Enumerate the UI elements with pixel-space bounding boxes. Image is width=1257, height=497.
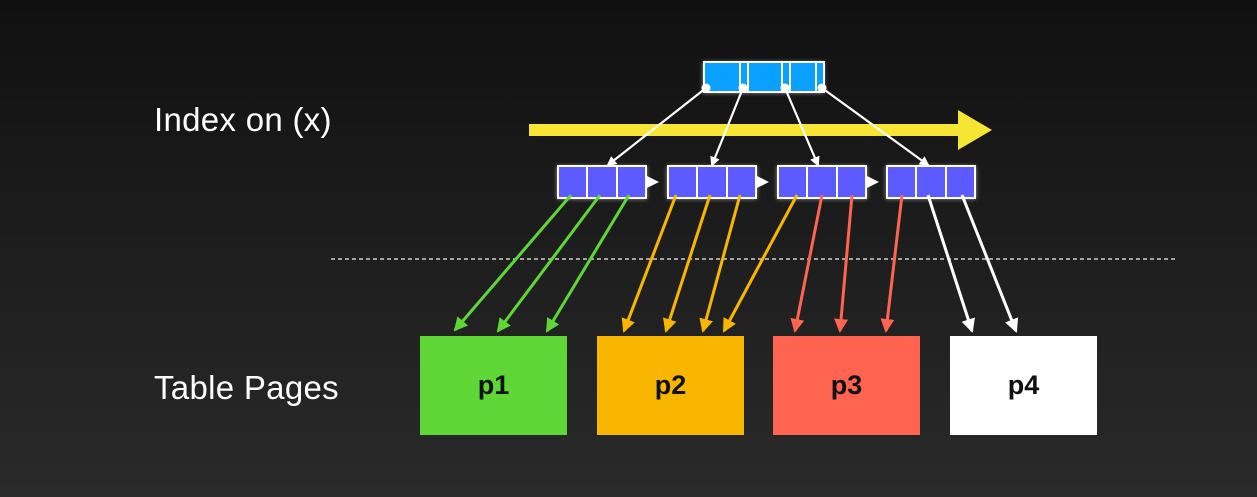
leaf-node-2: [667, 165, 757, 199]
pointers-to-p2: [621, 194, 799, 333]
page-label-p4: p4: [1007, 370, 1040, 400]
table-page-p1: p1: [420, 336, 567, 435]
leaf-node-4: [886, 165, 976, 199]
table-page-p3: p3: [773, 336, 920, 435]
pointers-to-p4: [926, 194, 1019, 333]
table-page-p4: p4: [950, 336, 1097, 435]
root-node: [701, 61, 827, 93]
table-pages-label: Table Pages: [154, 369, 339, 406]
page-label-p1: p1: [477, 370, 510, 400]
leaf-node-1: [557, 165, 647, 199]
page-label-p3: p3: [830, 370, 863, 400]
pointers-to-p3: [790, 194, 904, 333]
index-label: Index on (x): [154, 101, 332, 138]
scan-direction-arrow: [529, 110, 992, 150]
pointers-to-p1: [453, 194, 631, 333]
table-page-p2: p2: [597, 336, 744, 435]
leaf-node-3: [777, 165, 867, 199]
page-label-p2: p2: [654, 370, 687, 400]
root-pointers: [606, 87, 930, 167]
